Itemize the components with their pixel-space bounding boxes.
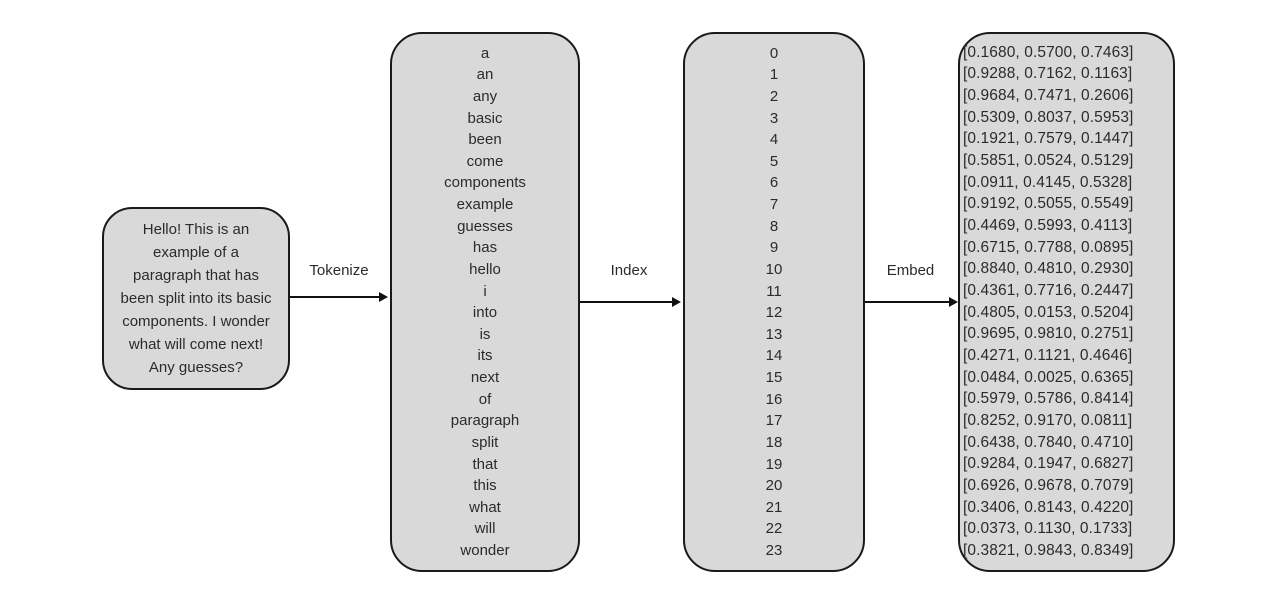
index-item: 20 <box>765 477 783 495</box>
index-item: 7 <box>769 196 779 213</box>
token-item: what <box>469 498 501 516</box>
index-item: 18 <box>765 433 783 451</box>
index-arrow <box>580 297 681 307</box>
token-item: i <box>483 282 487 300</box>
token-item: any <box>472 87 498 105</box>
input-paragraph-box: Hello! This is an example of a paragraph t… <box>102 207 290 390</box>
embedding-vector: [0.6438, 0.7840, 0.4710] <box>963 433 1134 451</box>
token-item: next <box>470 369 500 386</box>
embedding-vector: [0.6715, 0.7788, 0.0895] <box>963 238 1134 256</box>
index-item: 2 <box>769 87 779 105</box>
index-item: 22 <box>765 520 783 538</box>
token-item: example <box>456 196 514 213</box>
embedding-vector: [0.9284, 0.1947, 0.6827] <box>963 455 1134 473</box>
token-item: this <box>473 477 497 495</box>
embedding-vector: [0.5851, 0.0524, 0.5129] <box>963 152 1134 170</box>
paragraph-line: Hello! This is an <box>142 221 250 238</box>
embedding-vector: [0.6926, 0.9678, 0.7079] <box>963 477 1134 495</box>
token-item: of <box>478 390 492 408</box>
token-item: components <box>444 174 526 192</box>
index-item: 23 <box>765 542 783 559</box>
token-item: guesses <box>457 217 513 235</box>
index-item: 11 <box>766 282 782 300</box>
token-item: an <box>476 66 494 84</box>
embedding-vector: [0.9695, 0.9810, 0.2751] <box>963 325 1134 343</box>
index-item: 16 <box>765 390 783 408</box>
embedding-vector: [0.3406, 0.8143, 0.4220] <box>963 498 1134 516</box>
embedding-vector: [0.1680, 0.5700, 0.7463] <box>963 43 1134 61</box>
paragraph-line: Any guesses? <box>148 359 244 376</box>
token-item: paragraph <box>450 412 520 430</box>
embedding-vector: [0.0373, 0.1130, 0.1733] <box>963 520 1133 538</box>
index-item: 5 <box>769 152 779 170</box>
index-arrow-label: Index <box>610 262 648 279</box>
embedding-vector: [0.4361, 0.7716, 0.2447] <box>963 282 1134 300</box>
index-item: 21 <box>765 498 783 516</box>
paragraph-line: components. I wonder <box>122 313 270 330</box>
token-item: will <box>474 520 496 538</box>
embed-arrow-label: Embed <box>886 262 935 279</box>
paragraph-line: paragraph that has <box>133 267 259 284</box>
index-item: 9 <box>769 239 779 257</box>
embed-arrow <box>865 297 958 307</box>
embedding-vector: [0.0911, 0.4145, 0.5328] <box>963 173 1133 191</box>
index-item: 15 <box>765 369 783 386</box>
token-item: wonder <box>460 542 510 559</box>
index-list-box: 0 1 2 3 4 5 6 7 8 9 10 11 12 13 14 15 16 17 18 19 20 21 22 23 <box>683 32 865 572</box>
embedding-vector: [0.5309, 0.8037, 0.5953] <box>963 108 1134 126</box>
token-item: into <box>472 304 498 322</box>
index-item: 19 <box>765 455 783 473</box>
index-item: 8 <box>769 217 779 235</box>
index-item: 14 <box>765 347 783 365</box>
embedding-vector: [0.3821, 0.9843, 0.8349] <box>963 542 1134 560</box>
token-item: split <box>471 433 499 451</box>
embedding-vector: [0.8252, 0.9170, 0.0811] <box>963 412 1133 430</box>
index-item: 0 <box>769 44 779 62</box>
index-item: 10 <box>765 260 783 278</box>
paragraph-line: what will come next! <box>128 336 264 353</box>
token-list-box: a an any basic been come components example gues… <box>390 32 580 572</box>
tokenize-arrow-label: Tokenize <box>309 262 369 279</box>
embedding-vector: [0.8840, 0.4810, 0.2930] <box>963 260 1134 278</box>
embedding-vector: [0.9684, 0.7471, 0.2606] <box>963 87 1134 105</box>
embedding-vector: [0.5979, 0.5786, 0.8414] <box>963 390 1134 408</box>
token-item: hello <box>469 260 501 278</box>
token-item: been <box>468 131 502 149</box>
token-item: that <box>472 455 498 473</box>
paragraph-line: been split into its basic <box>120 290 272 307</box>
embedding-list-box: [0.1680, 0.5700, 0.7463] [0.9288, 0.7162,… <box>958 32 1175 572</box>
paragraph-line: example of a <box>153 244 239 261</box>
index-item: 4 <box>769 131 779 149</box>
index-item: 3 <box>769 109 779 127</box>
embedding-vector: [0.0484, 0.0025, 0.6365] <box>963 368 1134 386</box>
index-item: 17 <box>765 412 783 430</box>
embedding-vector: [0.1921, 0.7579, 0.1447] <box>963 130 1134 148</box>
token-item: its <box>477 347 493 365</box>
token-item: a <box>480 44 490 62</box>
token-item: is <box>479 325 491 343</box>
tokenize-arrow <box>290 292 388 302</box>
embedding-vector: [0.9192, 0.5055, 0.5549] <box>963 195 1134 213</box>
embedding-vector: [0.4469, 0.5993, 0.4113] <box>963 217 1133 235</box>
index-item: 13 <box>765 325 783 343</box>
token-item: come <box>466 152 504 170</box>
token-item: has <box>472 239 498 257</box>
token-item: basic <box>467 109 503 127</box>
embedding-vector: [0.4805, 0.0153, 0.5204] <box>963 303 1134 321</box>
index-item: 12 <box>765 304 783 322</box>
index-item: 6 <box>769 174 779 192</box>
embedding-vector: [0.4271, 0.1121, 0.4646] <box>963 347 1133 365</box>
embedding-vector: [0.9288, 0.7162, 0.1163] <box>963 65 1133 83</box>
index-item: 1 <box>769 66 779 84</box>
